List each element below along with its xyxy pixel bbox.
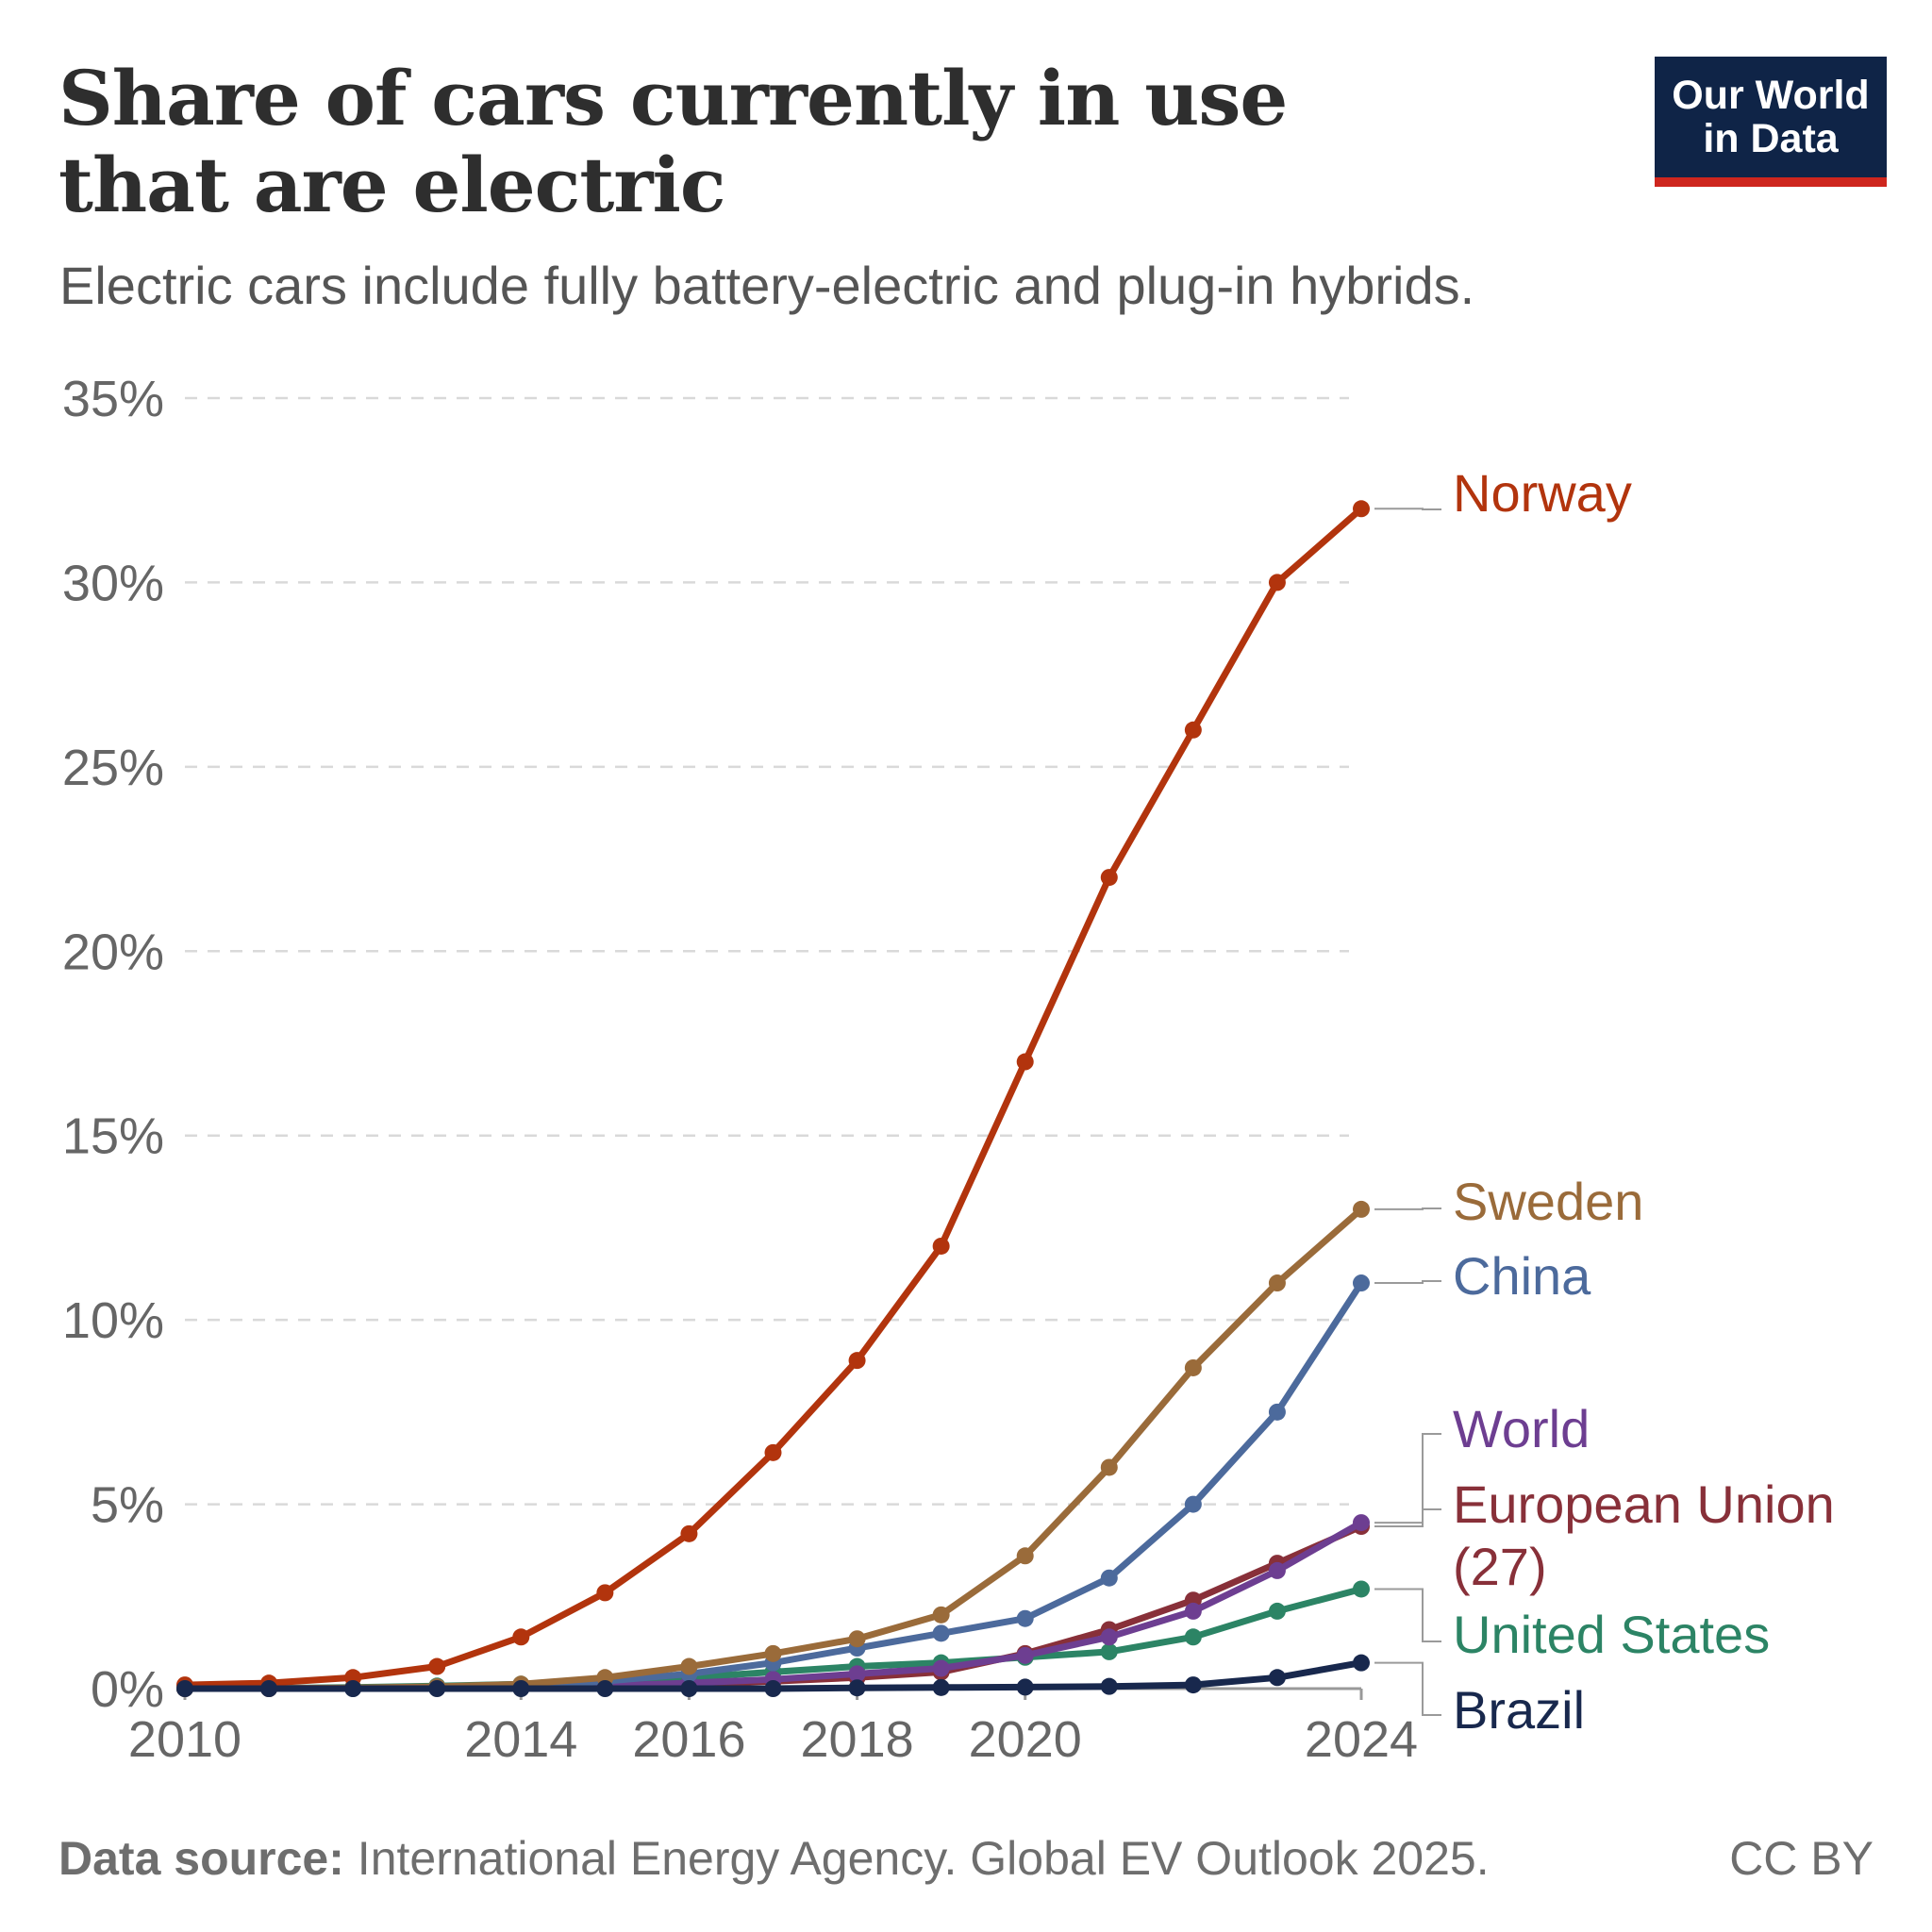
point-china-2020	[1016, 1609, 1034, 1627]
owid-logo[interactable]: Our World in Data	[1655, 57, 1887, 187]
point-world-2019	[932, 1659, 950, 1677]
point-brazil-2019	[932, 1678, 950, 1696]
y-tick-label-35: 35%	[62, 371, 164, 427]
point-norway-2013	[428, 1657, 446, 1675]
point-brazil-2012	[344, 1680, 362, 1697]
data-source: Data source: International Energy Agency…	[58, 1830, 1709, 1887]
point-brazil-2020	[1016, 1678, 1034, 1696]
x-tick-label-2016: 2016	[632, 1711, 745, 1768]
connector-brazil	[1374, 1661, 1441, 1716]
point-norway-2021	[1100, 869, 1118, 887]
series-label-sweden: Sweden	[1453, 1172, 1643, 1231]
point-china-2024	[1353, 1274, 1370, 1292]
point-norway-2018	[848, 1352, 866, 1370]
data-source-label: Data source:	[58, 1832, 344, 1885]
series-label-united-states: United States	[1453, 1605, 1770, 1664]
connector-norway	[1374, 508, 1441, 510]
point-norway-2023	[1268, 574, 1286, 591]
point-sweden-2019	[932, 1606, 950, 1624]
point-brazil-2018	[848, 1679, 866, 1697]
point-brazil-2023	[1268, 1669, 1286, 1687]
point-world-2023	[1268, 1561, 1286, 1579]
chart-title: Share of cars currently in use that are …	[58, 54, 1288, 229]
y-tick-label-10: 10%	[62, 1292, 164, 1349]
x-tick-label-2014: 2014	[464, 1711, 577, 1768]
data-source-text[interactable]: International Energy Agency. Global EV O…	[357, 1832, 1490, 1885]
y-tick-label-30: 30%	[62, 555, 164, 611]
point-sweden-2021	[1100, 1458, 1118, 1476]
connector-sweden	[1374, 1208, 1441, 1210]
series-label-european-union-27: European Union	[1453, 1474, 1835, 1534]
y-tick-label-20: 20%	[62, 924, 164, 980]
point-sweden-2024	[1353, 1200, 1370, 1218]
connector-china	[1374, 1280, 1441, 1285]
point-sweden-2017	[764, 1644, 782, 1662]
point-united-states-2024	[1353, 1580, 1370, 1598]
connector-united-states	[1374, 1588, 1441, 1642]
point-norway-2014	[512, 1628, 530, 1646]
point-norway-2017	[764, 1443, 782, 1461]
series-line-china	[181, 1279, 1365, 1692]
chart-subtitle: Electric cars include fully battery-elec…	[59, 256, 1475, 315]
point-brazil-2016	[680, 1680, 698, 1697]
x-tick-label-2024: 2024	[1305, 1711, 1418, 1768]
point-brazil-2024	[1353, 1654, 1370, 1672]
point-world-2022	[1184, 1602, 1202, 1620]
point-brazil-2015	[596, 1680, 614, 1697]
x-tick-label-2018: 2018	[801, 1711, 914, 1768]
point-world-2021	[1100, 1628, 1118, 1646]
x-tick-label-2010: 2010	[128, 1711, 242, 1768]
point-norway-2016	[680, 1524, 698, 1542]
logo-line-1: Our World	[1672, 73, 1870, 118]
point-brazil-2022	[1184, 1676, 1202, 1694]
point-brazil-2010	[176, 1680, 193, 1697]
point-sweden-2022	[1184, 1358, 1202, 1376]
point-norway-2019	[932, 1237, 950, 1255]
point-china-2019	[932, 1624, 950, 1642]
series-label-china: China	[1453, 1246, 1591, 1306]
y-tick-label-5: 5%	[91, 1477, 164, 1534]
point-norway-2024	[1353, 500, 1370, 518]
point-world-2020	[1016, 1646, 1034, 1664]
y-tick-label-15: 15%	[62, 1108, 164, 1165]
series-label-brazil: Brazil	[1453, 1680, 1585, 1740]
x-tick-label-2020: 2020	[969, 1711, 1082, 1768]
point-brazil-2021	[1100, 1677, 1118, 1695]
connector-european-union-27	[1374, 1508, 1441, 1528]
series-label-norway: Norway	[1453, 463, 1632, 523]
point-brazil-2011	[260, 1680, 278, 1697]
point-norway-2020	[1016, 1053, 1034, 1071]
point-china-2023	[1268, 1403, 1286, 1421]
point-brazil-2013	[428, 1680, 446, 1697]
point-sweden-2016	[680, 1657, 698, 1675]
point-brazil-2017	[764, 1680, 782, 1697]
point-united-states-2021	[1100, 1642, 1118, 1660]
point-world-2024	[1353, 1514, 1370, 1532]
point-united-states-2022	[1184, 1628, 1202, 1646]
y-tick-label-25: 25%	[62, 740, 164, 796]
point-china-2022	[1184, 1495, 1202, 1513]
license-text[interactable]: CC BY	[1729, 1832, 1874, 1885]
series-label-world: World	[1453, 1399, 1590, 1458]
point-united-states-2023	[1268, 1602, 1286, 1620]
connector-world	[1374, 1433, 1441, 1524]
point-norway-2015	[596, 1584, 614, 1602]
point-brazil-2014	[512, 1680, 530, 1697]
logo-line-2: in Data	[1703, 116, 1839, 161]
series-label-european-union-27-line-2: (27)	[1453, 1537, 1547, 1596]
point-sweden-2018	[848, 1630, 866, 1648]
point-norway-2022	[1184, 721, 1202, 739]
point-sweden-2023	[1268, 1274, 1286, 1292]
point-china-2021	[1100, 1569, 1118, 1587]
y-tick-label-0: 0%	[91, 1661, 164, 1718]
point-sweden-2020	[1016, 1547, 1034, 1565]
point-world-2018	[848, 1665, 866, 1683]
